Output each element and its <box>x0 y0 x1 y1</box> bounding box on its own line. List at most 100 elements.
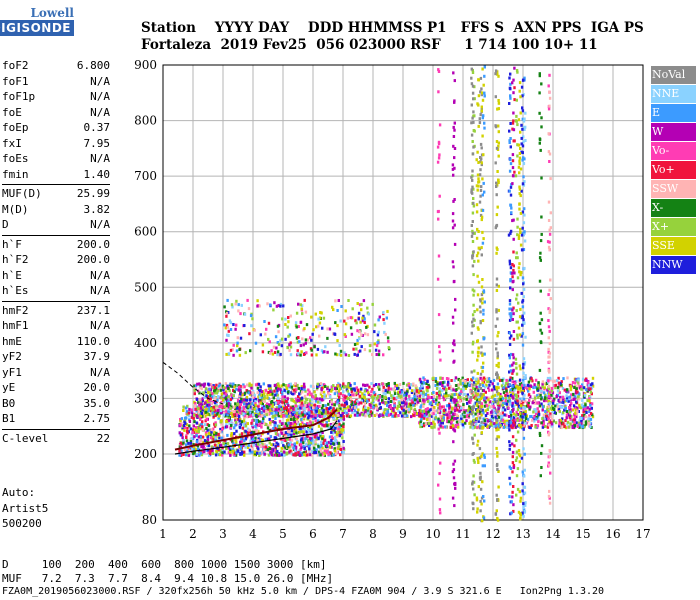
echo-point <box>576 410 579 414</box>
param-name: fxI <box>2 136 22 150</box>
echo-point <box>471 350 474 354</box>
echo-point <box>314 440 317 444</box>
echo-point <box>363 317 366 321</box>
echo-point <box>516 401 519 405</box>
echo-point <box>487 386 490 390</box>
echo-point <box>438 123 442 127</box>
echo-point <box>254 383 258 387</box>
echo-point <box>268 398 271 402</box>
echo-point <box>488 383 491 387</box>
echo-point <box>527 393 531 397</box>
echo-point <box>229 399 232 403</box>
echo-point <box>223 323 226 327</box>
echo-point <box>183 428 186 432</box>
echo-point <box>234 418 237 422</box>
echo-point <box>284 431 288 435</box>
echo-point <box>551 418 554 422</box>
echo-point <box>274 388 277 392</box>
echo-point <box>300 401 304 405</box>
param-row: yF2 37.9 <box>2 349 110 365</box>
echo-point <box>570 414 573 418</box>
echo-point <box>415 402 418 406</box>
echo-point <box>339 448 343 451</box>
echo-point <box>233 413 236 417</box>
echo-point <box>303 447 306 451</box>
echo-point <box>272 453 276 457</box>
echo-point <box>393 397 396 401</box>
echo-point <box>310 438 313 442</box>
echo-point <box>268 387 271 391</box>
echo-point <box>313 435 317 438</box>
echo-point <box>372 384 376 388</box>
echo-point <box>357 311 361 315</box>
echo-point <box>323 453 326 457</box>
echo-point <box>310 315 313 319</box>
echo-point <box>237 384 240 388</box>
echo-point <box>250 431 253 435</box>
echo-point <box>335 417 339 420</box>
echo-point <box>479 189 483 192</box>
echo-point <box>473 85 476 89</box>
echo-point <box>565 416 568 420</box>
echo-point <box>314 442 317 446</box>
echo-point <box>501 378 504 382</box>
echo-point <box>309 437 312 440</box>
echo-point <box>538 404 542 408</box>
echo-point <box>426 408 430 412</box>
echo-point <box>549 406 552 410</box>
echo-point <box>326 410 330 414</box>
echo-point <box>246 413 250 417</box>
echo-point <box>473 114 476 118</box>
echo-point <box>491 418 494 422</box>
echo-point <box>540 466 543 469</box>
echo-point <box>507 406 510 410</box>
echo-point <box>215 391 218 395</box>
echo-point <box>245 415 249 418</box>
echo-point <box>529 395 532 399</box>
echo-point <box>197 430 200 433</box>
param-name: foF1 <box>2 74 29 88</box>
echo-point <box>511 380 514 384</box>
echo-point <box>254 402 257 406</box>
param-row: foF1 N/A <box>2 74 110 90</box>
echo-point <box>327 402 330 406</box>
echo-point <box>508 396 511 400</box>
echo-point <box>330 389 333 393</box>
echo-point <box>299 344 303 348</box>
echo-point <box>354 319 357 323</box>
echo-point <box>492 408 496 412</box>
echo-point <box>406 388 409 392</box>
echo-point <box>192 429 195 433</box>
echo-point <box>407 404 410 408</box>
echo-point <box>444 425 447 429</box>
echo-point <box>231 449 235 453</box>
echo-point <box>252 399 256 403</box>
echo-point <box>521 276 525 280</box>
echo-point <box>228 422 231 426</box>
param-value: 237.1 <box>76 303 110 317</box>
echo-point <box>257 395 260 399</box>
echo-point <box>303 453 306 456</box>
echo-point <box>333 414 336 418</box>
echo-point <box>220 436 224 440</box>
echo-point <box>537 410 540 414</box>
echo-point <box>289 406 293 410</box>
echo-point <box>445 391 448 395</box>
echo-point <box>559 418 562 422</box>
echo-point <box>302 430 305 434</box>
echo-point <box>358 394 361 398</box>
echo-point <box>285 414 288 418</box>
echo-point <box>540 82 543 86</box>
echo-point <box>294 452 297 456</box>
echo-point <box>533 415 536 419</box>
echo-point <box>387 413 391 417</box>
echo-point <box>247 443 250 447</box>
echo-point <box>557 381 561 385</box>
echo-point <box>224 386 228 390</box>
echo-point <box>205 408 208 412</box>
echo-point <box>254 403 257 407</box>
echo-point <box>295 418 299 422</box>
echo-point <box>545 410 549 414</box>
echo-point <box>204 401 207 405</box>
echo-point <box>265 327 268 331</box>
